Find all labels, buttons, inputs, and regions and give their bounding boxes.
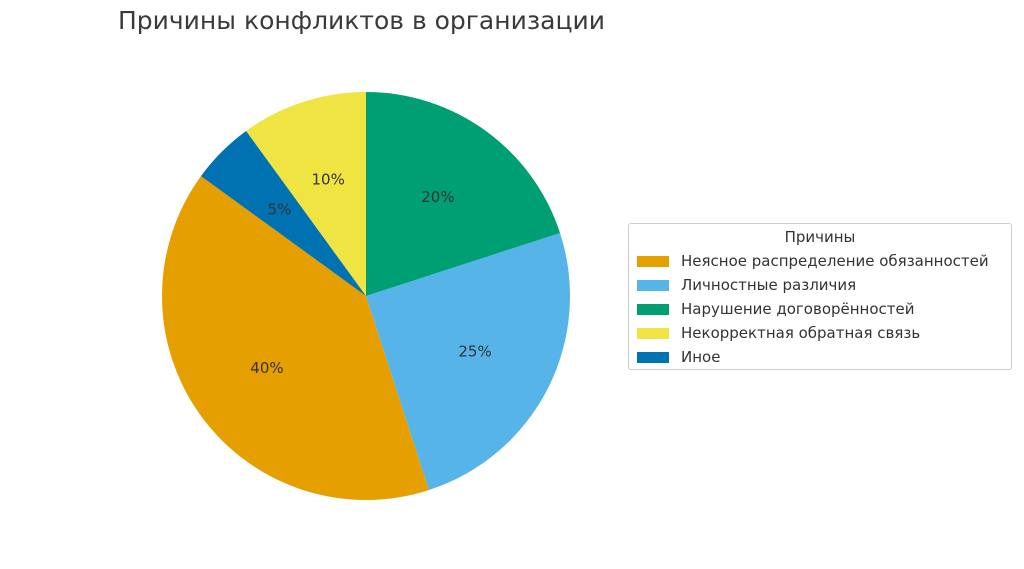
chart-title: Причины конфликтов в организации — [118, 6, 605, 35]
pie-slice-label-2: 20% — [421, 188, 454, 206]
pie-slices — [162, 92, 570, 501]
legend-swatch-0 — [637, 255, 669, 267]
legend-swatch-3 — [637, 327, 669, 339]
legend-item-3: Некорректная обратная связь — [629, 321, 1011, 345]
pie-slice-1 — [366, 232, 570, 491]
legend-label-3: Некорректная обратная связь — [681, 324, 921, 342]
pie-slice-3 — [246, 92, 366, 296]
legend-label-0: Неясное распределение обязанностей — [681, 252, 989, 270]
legend-item-2: Нарушение договорённостей — [629, 297, 1011, 321]
legend-swatch-4 — [637, 351, 669, 363]
legend-swatch-1 — [637, 279, 669, 291]
legend-title: Причины — [784, 228, 856, 246]
pie-slice-label-1: 25% — [458, 343, 491, 361]
legend-swatch-2 — [637, 303, 669, 315]
pie-slice-label-0: 40% — [250, 359, 283, 377]
legend-label-1: Личностные различия — [681, 276, 857, 294]
legend-label-2: Нарушение договорённостей — [681, 300, 915, 318]
pie-slice-0 — [162, 176, 430, 501]
legend-item-1: Личностные различия — [629, 273, 1011, 297]
legend-label-4: Иное — [681, 348, 721, 366]
pie-slice-2 — [366, 92, 561, 296]
pie-slice-label-3: 10% — [312, 171, 345, 189]
pie-slice-labels: 40% 25% 20% 10% 5% — [250, 171, 491, 377]
pie-slice-label-4: 5% — [268, 200, 292, 218]
legend-item-0: Неясное распределение обязанностей — [629, 249, 1011, 273]
legend-items: Неясное распределение обязанностей Личнос… — [629, 249, 1011, 369]
chart-legend: Причины Неясное распределение обязанност… — [628, 223, 1012, 370]
pie-slice-4 — [200, 130, 366, 296]
legend-item-4: Иное — [629, 345, 1011, 369]
